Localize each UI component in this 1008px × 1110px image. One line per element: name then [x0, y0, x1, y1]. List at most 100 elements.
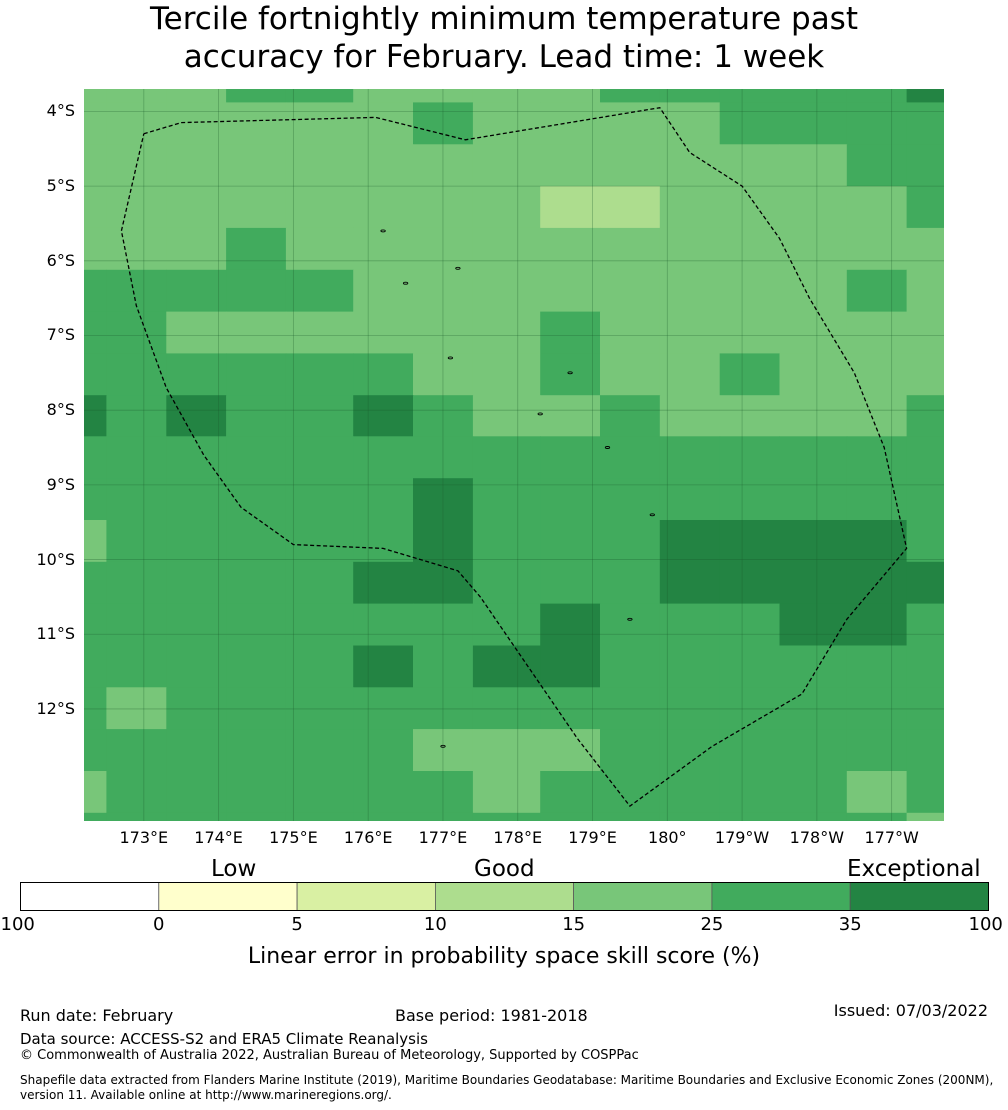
issued-date: Issued: 07/03/2022	[833, 1001, 988, 1020]
grid-cell	[84, 144, 107, 187]
category-exceptional: Exceptional	[847, 856, 981, 882]
grid-cell	[600, 520, 661, 563]
grid-cell	[846, 89, 908, 103]
grid-cell	[540, 395, 601, 437]
latitude-label: 6°S	[46, 250, 75, 270]
grid-cell	[106, 520, 167, 563]
grid-cell	[906, 186, 944, 229]
grid-cell	[166, 645, 227, 688]
grid-cell	[659, 186, 721, 229]
longitude-label: 178°W	[789, 828, 845, 847]
grid-cell	[906, 812, 944, 821]
grid-cell	[540, 102, 601, 145]
grid-cell	[600, 89, 661, 103]
grid-cell	[906, 102, 944, 145]
grid-cell	[413, 645, 474, 688]
grid-cell	[106, 311, 167, 354]
grid-cell	[413, 687, 474, 730]
grid-cell	[166, 687, 227, 730]
grid-cell	[472, 687, 541, 730]
grid-cell	[472, 102, 541, 145]
grid-cell	[285, 478, 354, 521]
grid-cell	[540, 645, 601, 688]
grid-cell	[779, 812, 848, 821]
grid-cell	[413, 771, 474, 814]
grid-cell	[600, 645, 661, 688]
grid-cell	[353, 186, 414, 229]
grid-cell	[540, 436, 601, 479]
grid-cell	[659, 227, 721, 271]
latitude-label: 8°S	[46, 400, 75, 420]
grid-cell	[906, 561, 944, 605]
category-low: Low	[211, 856, 257, 882]
grid-cell	[84, 603, 107, 646]
grid-cell	[659, 812, 721, 821]
island-outline	[455, 266, 461, 270]
grid-cell	[659, 561, 721, 605]
grid-cell	[719, 520, 780, 563]
grid-cell	[166, 186, 227, 229]
grid-cell	[600, 687, 661, 730]
colorbar-tick-label: 25	[700, 914, 724, 935]
grid-cell	[106, 729, 167, 772]
skill-map	[84, 89, 944, 821]
grid-cell	[779, 729, 848, 772]
colorbar-tick-label: 35	[838, 914, 862, 935]
eez-boundary	[120, 106, 908, 807]
copyright-notice: © Commonwealth of Australia 2022, Austra…	[20, 1048, 639, 1063]
grid-cell	[226, 436, 287, 479]
grid-cell	[659, 311, 721, 354]
grid-cell	[413, 144, 474, 187]
grid-cell	[659, 687, 721, 730]
colorbar-segment	[711, 882, 851, 911]
grid-cell	[413, 478, 474, 521]
grid-cell	[779, 645, 848, 688]
grid-cell	[353, 436, 414, 479]
grid-cell	[353, 227, 414, 271]
grid-cell	[906, 144, 944, 187]
grid-cell	[285, 353, 354, 396]
colorbar-segment	[296, 882, 436, 911]
island-outline	[380, 229, 386, 233]
grid-cell	[353, 144, 414, 187]
grid-cell	[166, 771, 227, 814]
grid-cell	[659, 603, 721, 646]
grid-cell	[659, 89, 721, 103]
grid-cell	[84, 478, 107, 521]
grid-cell	[779, 478, 848, 521]
grid-cell	[906, 311, 944, 354]
grid-cell	[719, 311, 780, 354]
grid-cell	[226, 102, 287, 145]
grid-cell	[600, 812, 661, 821]
grid-cell	[659, 771, 721, 814]
grid-cell	[906, 269, 944, 313]
grid-cell	[166, 812, 227, 821]
longitude-label: 179°W	[714, 828, 770, 847]
grid-cell	[285, 269, 354, 313]
grid-cell	[600, 478, 661, 521]
grid-cell	[226, 227, 287, 271]
grid-cell	[353, 812, 414, 821]
grid-cell	[106, 102, 167, 145]
grid-cell	[353, 687, 414, 730]
grid-cell	[84, 227, 107, 271]
longitude-label: 176°E	[343, 828, 393, 847]
chart-title: Tercile fortnightly minimum temperature …	[0, 0, 1008, 76]
grid-cell	[846, 645, 908, 688]
grid-cell	[846, 102, 908, 145]
grid-cell	[226, 729, 287, 772]
grid-cell	[540, 144, 601, 187]
grid-cell	[719, 89, 780, 103]
grid-cell	[846, 520, 908, 563]
grid-cell	[413, 436, 474, 479]
grid-cell	[285, 311, 354, 354]
grid-cell	[779, 436, 848, 479]
latitude-label: 11°S	[36, 624, 75, 644]
colorbar-segment	[20, 882, 160, 911]
grid-cell	[413, 269, 474, 313]
longitude-label: 179°E	[568, 828, 617, 847]
grid-cell	[472, 561, 541, 605]
grid-cell	[719, 645, 780, 688]
grid-cell	[719, 144, 780, 187]
grid-cell	[226, 561, 287, 605]
